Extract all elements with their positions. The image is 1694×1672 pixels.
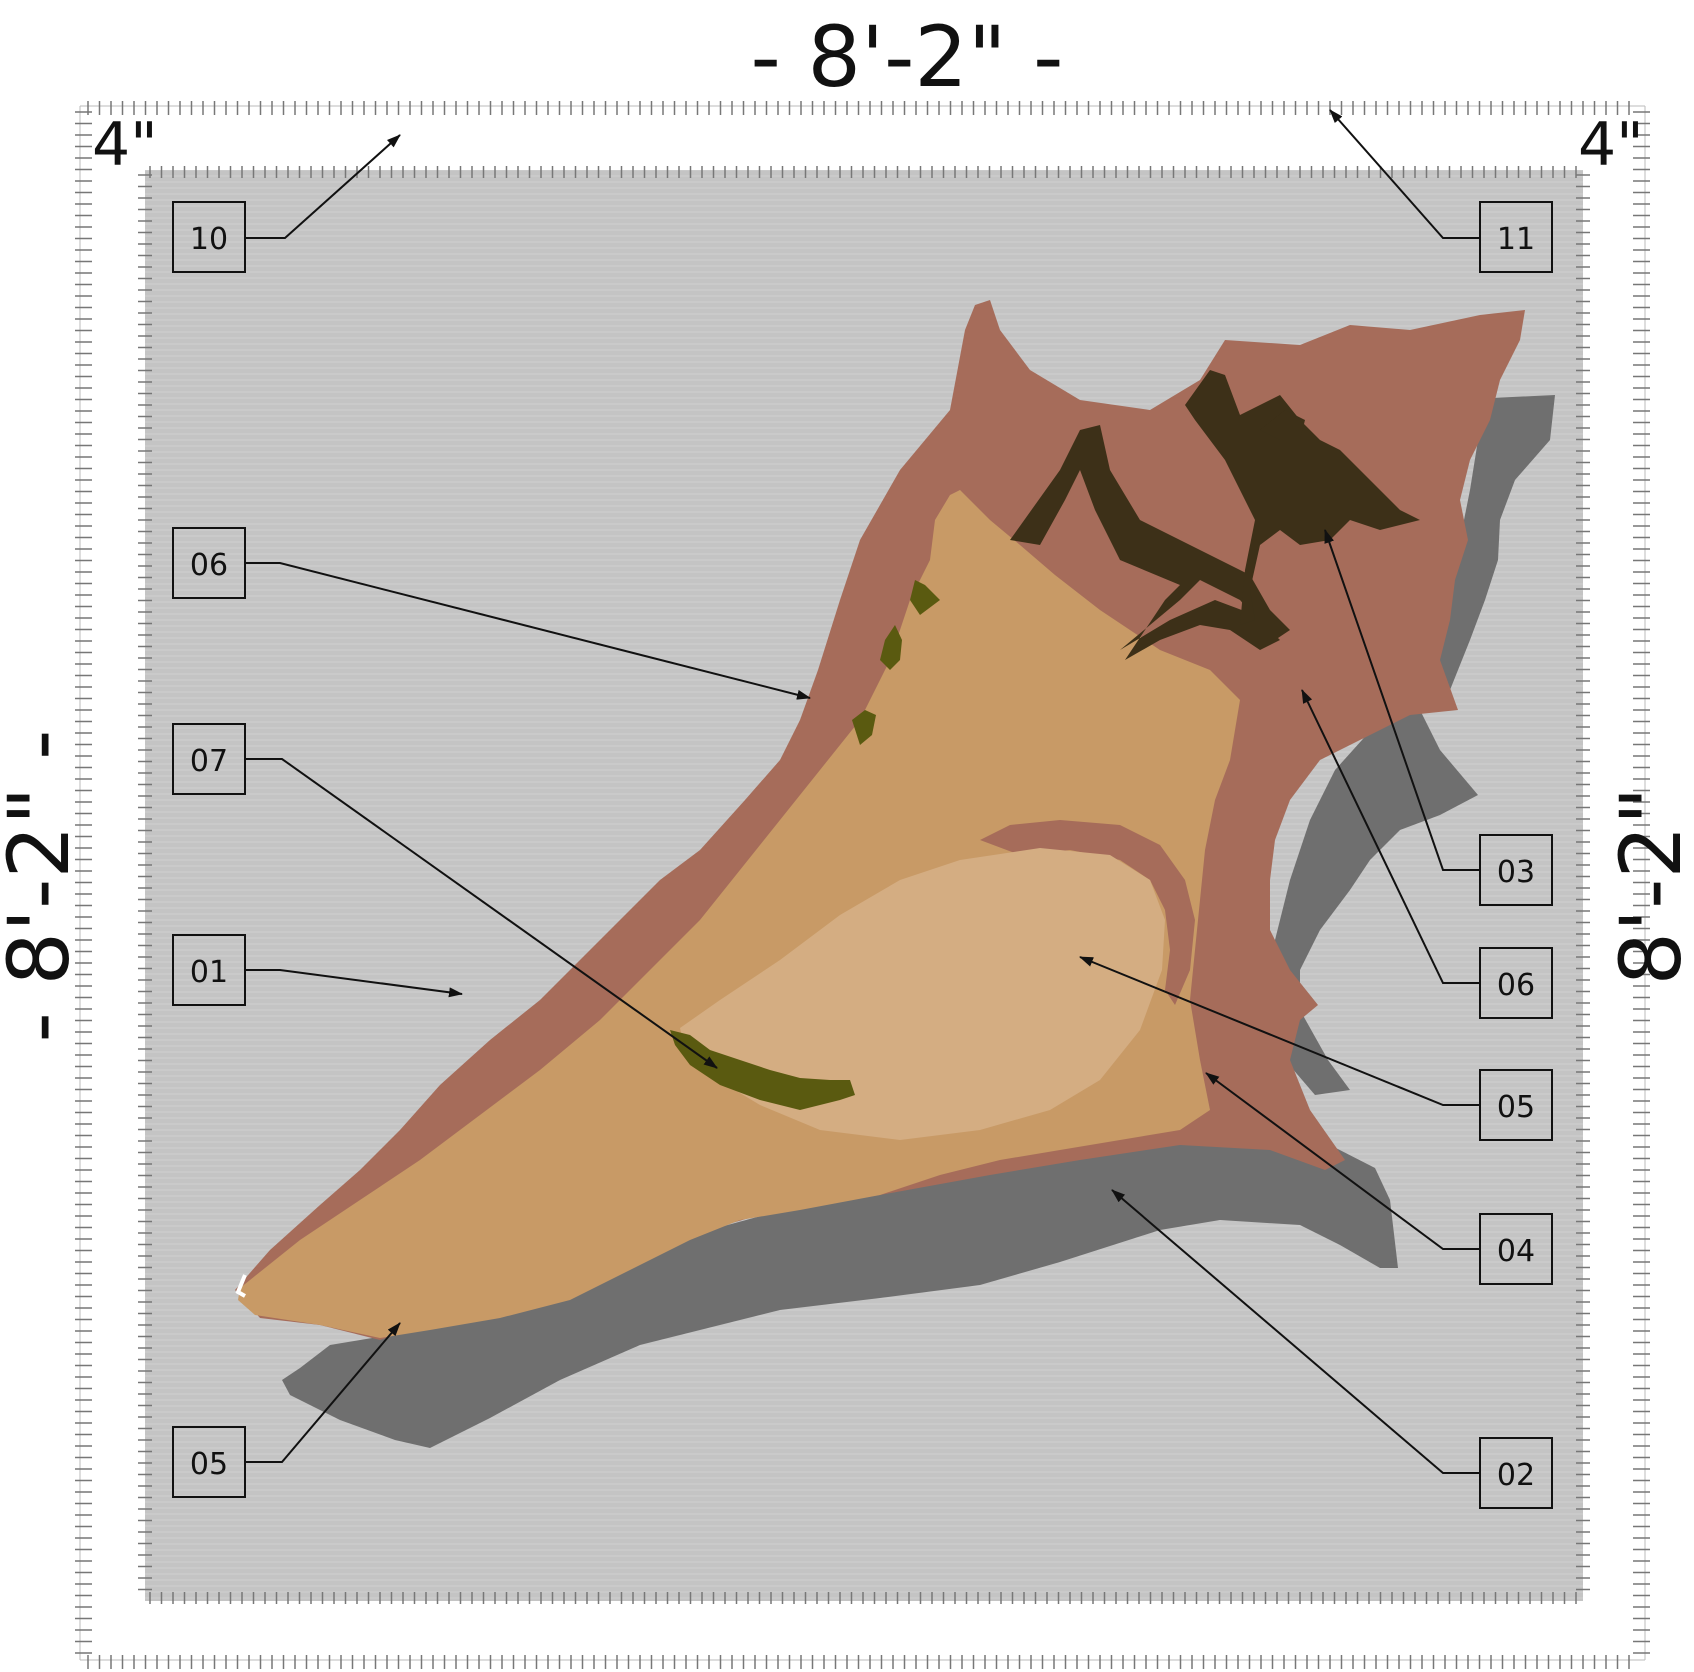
- leader-06-right: [1301, 689, 1480, 984]
- leader-11: [1329, 109, 1480, 239]
- overall-height-label-right: 8'-2": [1602, 787, 1694, 986]
- inner-ruler: [138, 166, 1590, 1604]
- leader-10: [245, 134, 401, 239]
- callout-10: 10: [172, 201, 246, 273]
- callout-11-label: 11: [1497, 222, 1535, 257]
- leader-05-left: [245, 1322, 401, 1463]
- callout-01: 01: [172, 934, 246, 1006]
- border-right-label: 4": [1578, 110, 1644, 180]
- callout-07: 07: [172, 723, 246, 795]
- callout-06-left: 06: [172, 527, 246, 599]
- callout-02-label: 02: [1497, 1458, 1535, 1493]
- overall-width-label: - 8'-2" -: [751, 8, 1064, 106]
- leader-07: [245, 758, 718, 1069]
- dark-brown-branches: [1010, 370, 1420, 660]
- leader-01: [245, 969, 463, 998]
- leader-06-left: [245, 562, 811, 700]
- callout-10-label: 10: [190, 222, 228, 257]
- olive-spots: [670, 580, 940, 1110]
- outer-ruler: [75, 101, 1650, 1669]
- charcoal-region: [282, 395, 1555, 1448]
- callout-02: 02: [1479, 1437, 1553, 1509]
- callout-05-right: 05: [1479, 1069, 1553, 1141]
- overall-height-label: - 8'-2" -: [0, 730, 88, 1043]
- light-tan-region: [680, 848, 1165, 1140]
- rust-arc: [980, 820, 1195, 1005]
- charcoal-shape-bottom: [282, 1126, 1398, 1448]
- callout-01-label: 01: [190, 955, 228, 990]
- leader-02: [1111, 1189, 1480, 1474]
- callout-07-label: 07: [190, 744, 228, 779]
- callout-03: 03: [1479, 834, 1553, 906]
- callout-06-left-label: 06: [190, 548, 228, 583]
- callout-05-right-label: 05: [1497, 1090, 1535, 1125]
- callout-04: 04: [1479, 1213, 1553, 1285]
- leader-05-right: [1079, 956, 1480, 1106]
- tan-small-nub: [930, 490, 965, 560]
- callout-03-label: 03: [1497, 855, 1535, 890]
- leader-03: [1324, 529, 1480, 871]
- callout-11: 11: [1479, 201, 1553, 273]
- tip-highlight: [235, 1274, 247, 1298]
- callout-06-right-label: 06: [1497, 968, 1535, 1003]
- callout-06-right: 06: [1479, 947, 1553, 1019]
- leader-lines: [245, 109, 1480, 1474]
- callout-05-left: 05: [172, 1426, 246, 1498]
- callout-05-left-label: 05: [190, 1447, 228, 1482]
- border-left-label: 4": [92, 110, 158, 180]
- leader-04: [1205, 1072, 1480, 1250]
- charcoal-shape-right: [1272, 395, 1555, 1095]
- callout-04-label: 04: [1497, 1234, 1535, 1269]
